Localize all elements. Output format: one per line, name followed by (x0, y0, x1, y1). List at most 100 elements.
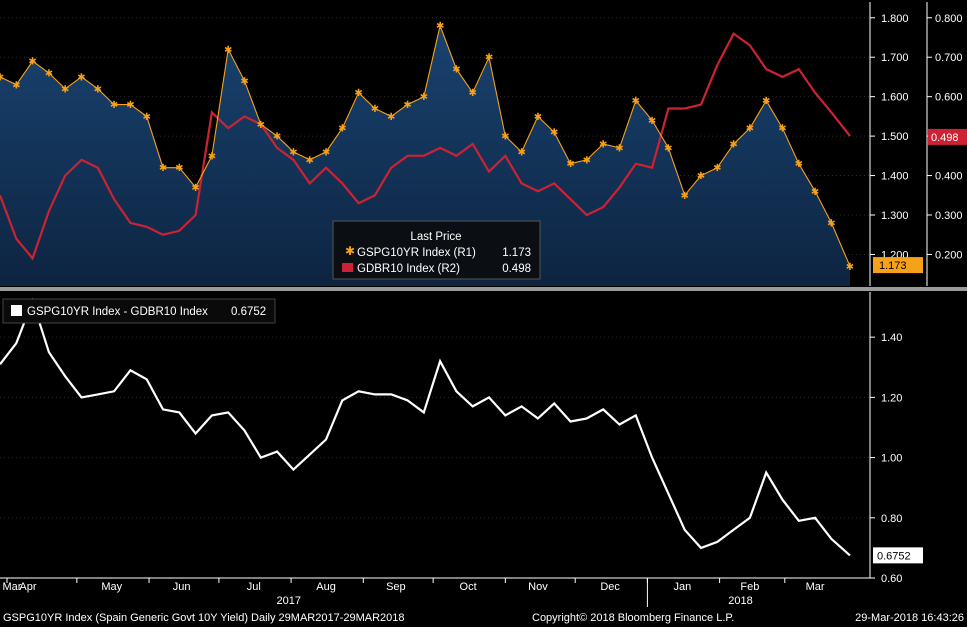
legend-star-marker: ✱ (345, 244, 355, 258)
x-year-label: 2018 (728, 595, 752, 607)
spain-yield-point: ✱ (289, 147, 297, 158)
spain-yield-point: ✱ (354, 88, 362, 99)
x-month-label: Jan (673, 581, 691, 593)
top-last-value-labels: 1.173 0.498 (873, 128, 967, 274)
x-month-label: Mar (3, 581, 22, 593)
r1-tick-label: 1.800 (881, 13, 909, 25)
x-month-label: Jul (247, 581, 261, 593)
legend-white-marker (11, 305, 22, 316)
spain-yield-point: ✱ (680, 191, 688, 202)
spain-yield-point: ✱ (387, 112, 395, 123)
r2-tick-label: 0.800 (935, 13, 963, 25)
spain-yield-point: ✱ (485, 53, 493, 64)
legend-entry-bund-label: GDBR10 Index (R2) (357, 263, 460, 275)
spain-yield-point: ✱ (664, 143, 672, 154)
bottom-tick-labels: 1.40 1.20 1.00 0.80 0.60 (870, 332, 902, 585)
spain-yield-point: ✱ (257, 120, 265, 131)
r2-tick-label: 0.400 (935, 171, 963, 183)
spain-yield-point: ✱ (599, 140, 607, 151)
r1-tick-label: 1.700 (881, 52, 909, 64)
r2-last-value-tag: 0.498 (928, 128, 967, 145)
x-month-label: May (101, 581, 122, 593)
spain-yield-point: ✱ (846, 262, 854, 273)
spain-yield-point: ✱ (469, 88, 477, 99)
top-panel: ✱ ✱ ✱ ✱ ✱ ✱ ✱ ✱ ✱ ✱ ✱ ✱ ✱ ✱ ✱ ✱ ✱ ✱ ✱ ✱ ✱ ✱ ✱ ✱ ✱ ✱ ✱ ✱ ✱ ✱ ✱ ✱ ✱ ✱ ✱ ✱ ✱ ✱ ✱ ✱… (0, 2, 967, 286)
spain-yield-point: ✱ (452, 65, 460, 76)
spain-yield-point: ✱ (632, 96, 640, 107)
spain-yield-point: ✱ (550, 128, 558, 139)
spain-yield-point: ✱ (746, 124, 754, 135)
spain-yield-point: ✱ (811, 187, 819, 198)
spain-yield-point: ✱ (28, 57, 36, 68)
spain-yield-point: ✱ (240, 76, 248, 87)
bottom-panel: 1.40 1.20 1.00 0.80 0.60 0.6752 GSPG10YR Ind… (0, 292, 923, 585)
spain-yield-point: ✱ (713, 163, 721, 174)
spain-yield-point: ✱ (0, 72, 4, 83)
r2-tick-label: 0.600 (935, 92, 963, 104)
legend-red-marker (342, 263, 353, 272)
spain-yield-point: ✱ (338, 124, 346, 135)
r1-tick-label: 1.400 (881, 171, 909, 183)
legend-entry-spain-label: GSPG10YR Index (R1) (357, 247, 476, 259)
x-month-label: Aug (316, 581, 336, 593)
right-tick-label: 1.00 (881, 453, 902, 465)
right-tick-label: 0.60 (881, 573, 902, 585)
legend-spread-value: 0.6752 (231, 306, 266, 318)
footer-source: GSPG10YR Index (Spain Generic Govt 10Y Y… (3, 612, 405, 624)
legend-title: Last Price (410, 231, 461, 243)
legend-spread-label: GSPG10YR Index - GDBR10 Index (27, 306, 208, 318)
r1-tick-label: 1.300 (881, 210, 909, 222)
spain-yield-point: ✱ (273, 132, 281, 143)
r2-tick-label: 0.200 (935, 249, 963, 261)
r1-tick-label: 1.500 (881, 131, 909, 143)
spain-yield-point: ✱ (648, 116, 656, 127)
spain-yield-point: ✱ (371, 104, 379, 115)
footer: GSPG10YR Index (Spain Generic Govt 10Y Y… (3, 612, 964, 624)
spain-yield-point: ✱ (566, 159, 574, 170)
spain-yield-point: ✱ (697, 171, 705, 182)
spain-yield-point: ✱ (110, 100, 118, 111)
spain-yield-point: ✱ (778, 124, 786, 135)
r1-tick-label: 1.600 (881, 92, 909, 104)
bottom-legend: GSPG10YR Index - GDBR10 Index 0.6752 (2, 298, 276, 324)
top-legend: Last Price ✱ GSPG10YR Index (R1) 1.173 G… (332, 220, 541, 280)
spread-last-value-text: 0.6752 (877, 550, 911, 562)
x-month-label: Oct (460, 581, 477, 593)
spain-yield-point: ✱ (534, 112, 542, 123)
spain-yield-point: ✱ (191, 183, 199, 194)
spain-yield-markers: ✱ ✱ ✱ ✱ ✱ ✱ ✱ ✱ ✱ ✱ ✱ ✱ ✱ ✱ ✱ ✱ ✱ ✱ ✱ ✱ ✱ ✱ ✱ ✱ ✱ ✱ ✱ ✱ ✱ ✱ ✱ ✱ ✱ ✱ ✱ ✱ ✱ ✱ ✱ ✱… (0, 21, 854, 273)
panel-divider[interactable] (0, 287, 967, 291)
bottom-last-value-label: 0.6752 (873, 547, 923, 564)
x-month-label: Mar (806, 581, 825, 593)
legend-entry-spain-value: 1.173 (502, 247, 531, 259)
spain-yield-point: ✱ (583, 155, 591, 166)
spain-yield-point: ✱ (45, 69, 53, 80)
footer-copyright: Copyright© 2018 Bloomberg Finance L.P. (532, 612, 734, 624)
x-month-label: Apr (19, 581, 36, 593)
right-tick-label: 0.80 (881, 513, 902, 525)
spain-yield-point: ✱ (159, 163, 167, 174)
r2-last-value-text: 0.498 (931, 132, 959, 144)
spain-yield-point: ✱ (517, 147, 525, 158)
r2-tick-label: 0.700 (935, 52, 963, 64)
spain-yield-point: ✱ (77, 72, 85, 83)
x-month-label: Feb (740, 581, 759, 593)
x-year-label: 2017 (277, 595, 301, 607)
spain-yield-point: ✱ (94, 84, 102, 95)
spain-yield-point: ✱ (126, 100, 134, 111)
right-tick-label: 1.40 (881, 332, 902, 344)
spain-yield-point: ✱ (762, 96, 770, 107)
spain-yield-point: ✱ (224, 45, 232, 56)
r2-tick-label: 0.300 (935, 210, 963, 222)
spain-yield-point: ✱ (322, 147, 330, 158)
spain-yield-point: ✱ (420, 92, 428, 103)
spain-yield-point: ✱ (615, 143, 623, 154)
spain-yield-point: ✱ (143, 112, 151, 123)
right-tick-label: 1.20 (881, 392, 902, 404)
r1-last-value-text: 1.173 (879, 260, 907, 272)
spread-last-value-tag (873, 547, 923, 564)
spain-yield-point: ✱ (12, 80, 20, 91)
